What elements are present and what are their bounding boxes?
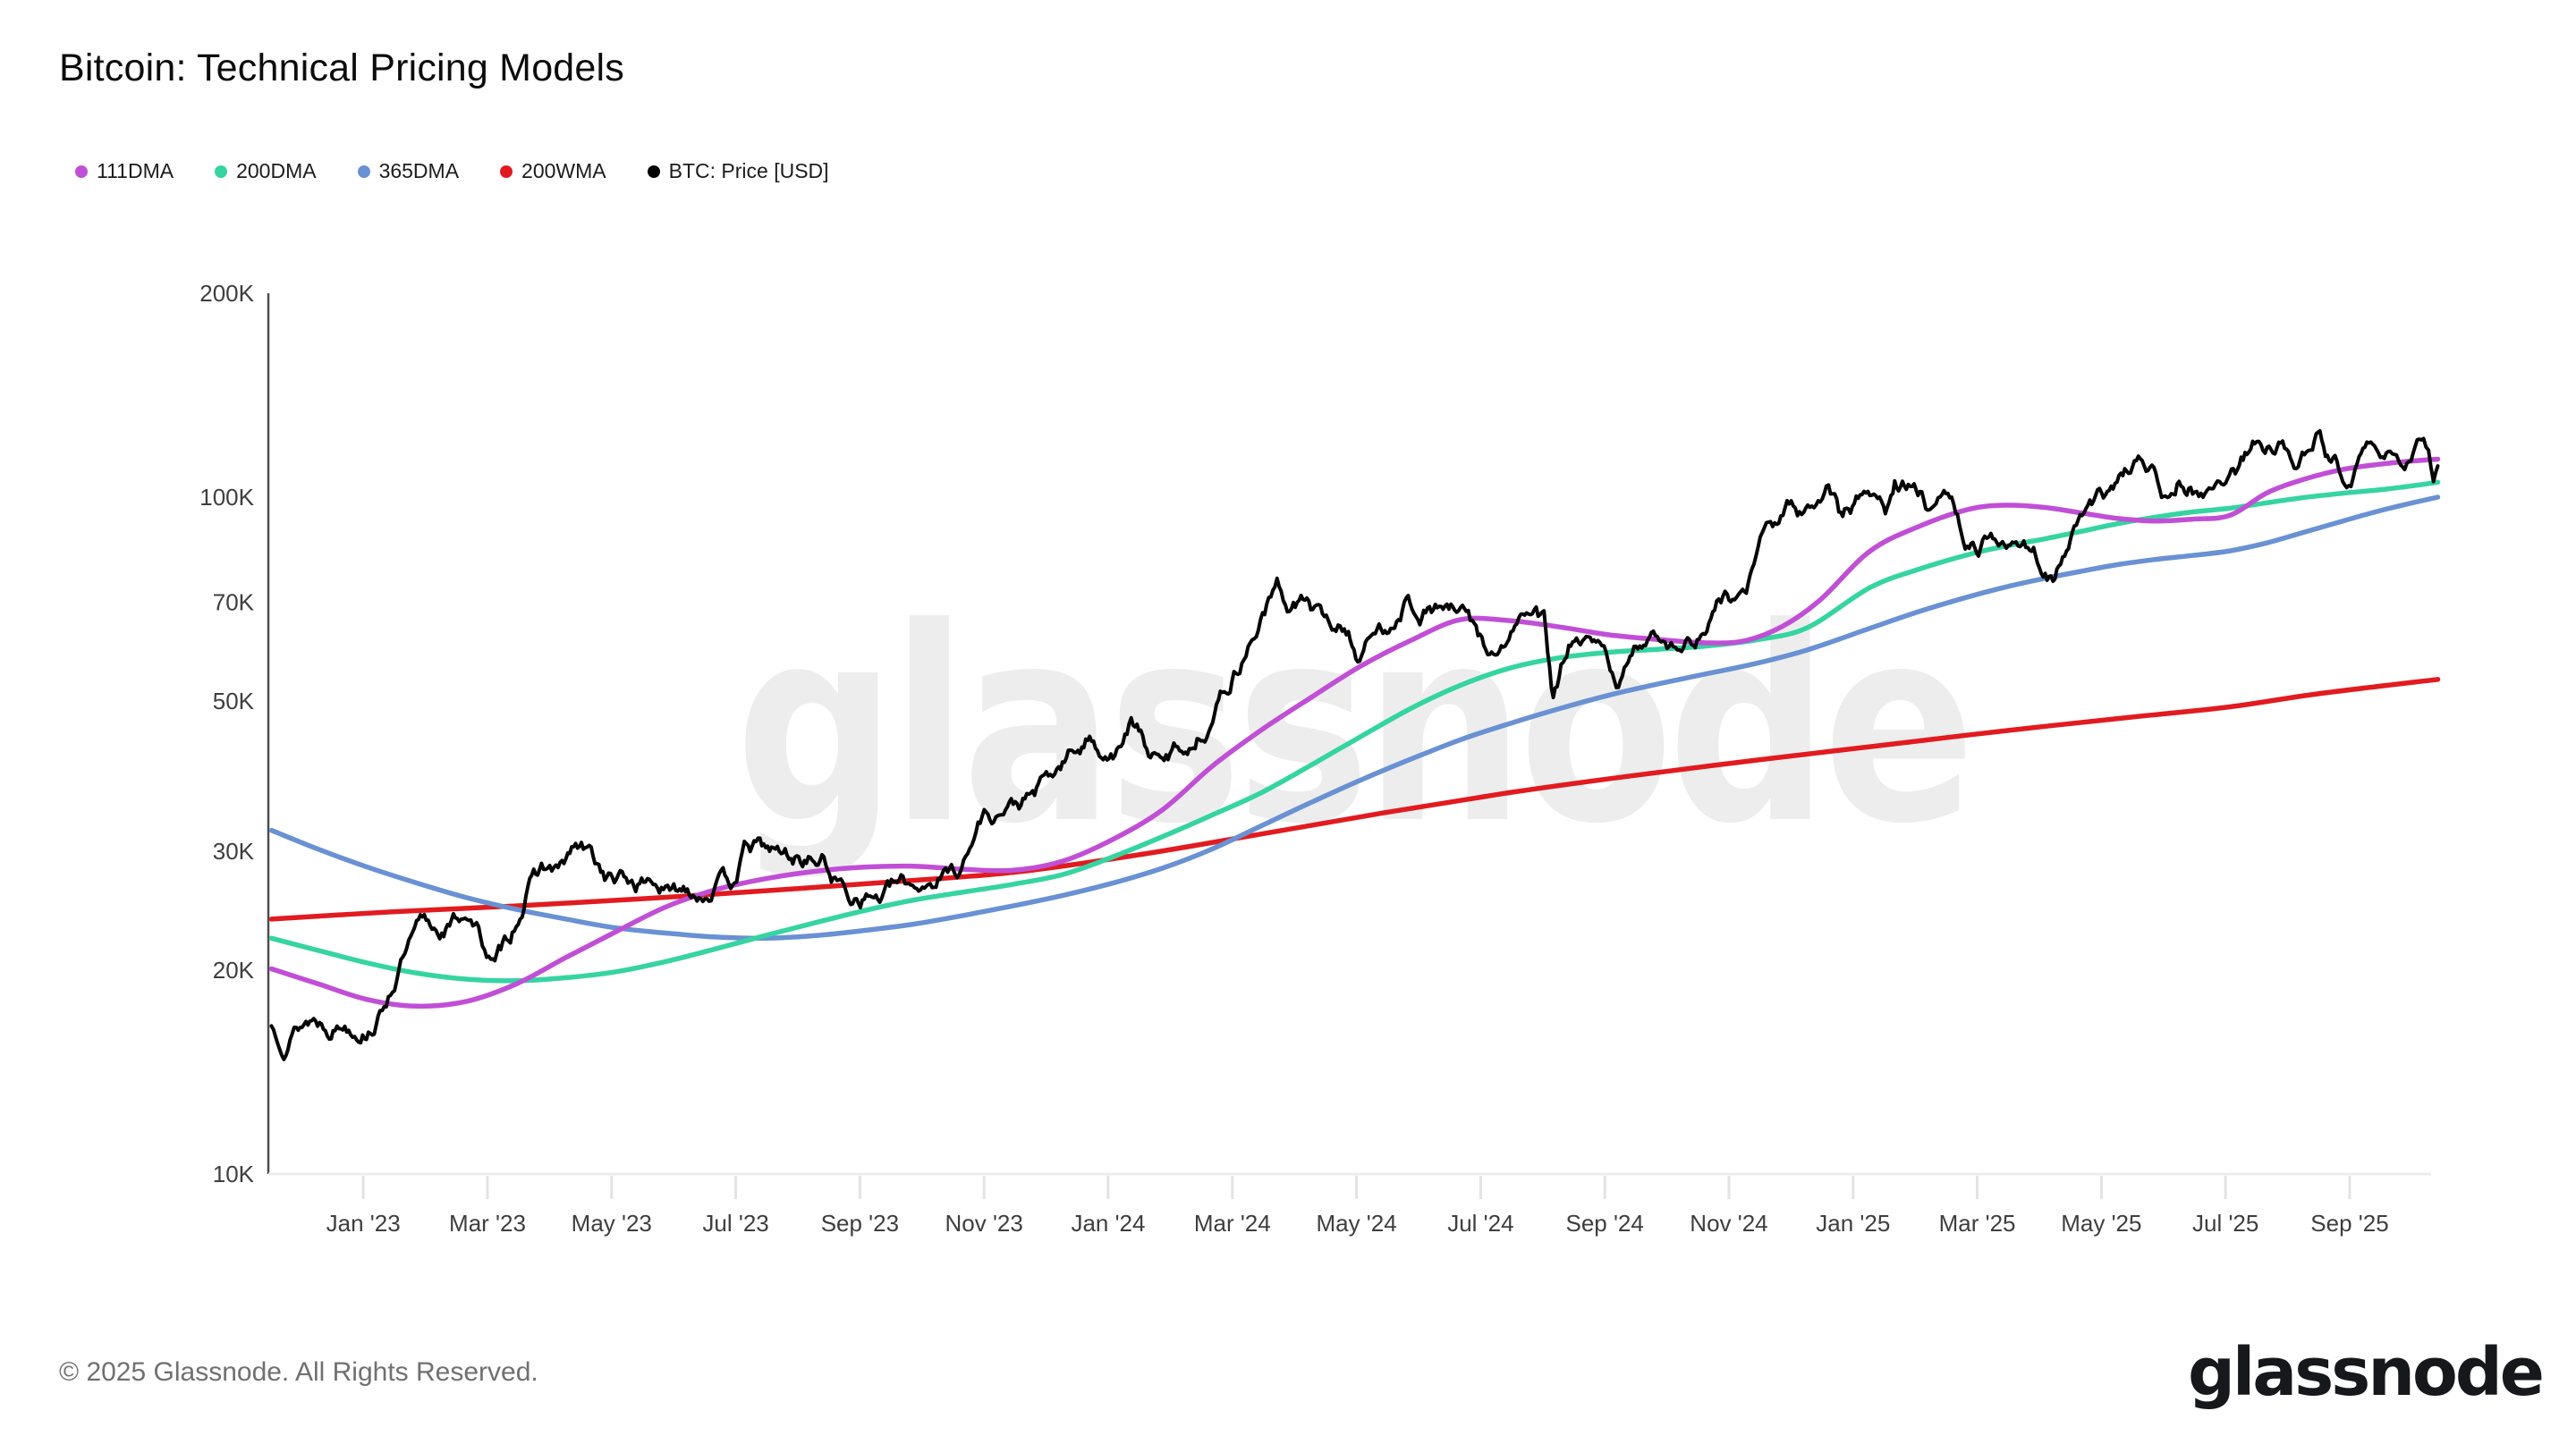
legend-swatch-200dma bbox=[215, 165, 228, 178]
x-tick-label: Sep '25 bbox=[2310, 1210, 2388, 1237]
x-tick-label: Jan '24 bbox=[1071, 1210, 1145, 1237]
x-tick-label: Jul '23 bbox=[702, 1210, 768, 1237]
x-tick-label: May '24 bbox=[1316, 1210, 1396, 1237]
legend-item-200wma[interactable]: 200WMA bbox=[500, 159, 606, 183]
legend-label-365dma: 365DMA bbox=[378, 159, 460, 182]
series-line-btc-price-usd bbox=[269, 428, 2440, 1061]
chart-legend: 111DMA 200DMA 365DMA 200WMA BTC: Price [USD] bbox=[75, 159, 829, 183]
y-tick-label: 100K bbox=[199, 484, 254, 511]
legend-label-111dma: 111DMA bbox=[97, 159, 174, 182]
x-tick-label: Jul '24 bbox=[1447, 1210, 1513, 1237]
series-line-200dma bbox=[268, 479, 2441, 984]
x-tick-label: Jul '25 bbox=[2192, 1210, 2258, 1237]
y-tick-label: 10K bbox=[213, 1161, 255, 1187]
y-tick-label: 200K bbox=[199, 280, 254, 307]
x-tick-label: Jan '23 bbox=[326, 1210, 401, 1237]
y-tick-label: 70K bbox=[213, 588, 255, 615]
legend-label-200wma: 200WMA bbox=[521, 159, 606, 182]
series-line-111dma bbox=[268, 456, 2441, 1009]
y-tick-label: 20K bbox=[213, 957, 255, 984]
x-tick-label: Sep '23 bbox=[821, 1210, 899, 1237]
legend-item-365dma[interactable]: 365DMA bbox=[357, 159, 460, 183]
legend-swatch-200wma bbox=[500, 165, 513, 178]
x-tick-label: Nov '23 bbox=[945, 1210, 1023, 1237]
legend-label-200dma: 200DMA bbox=[236, 159, 317, 182]
x-tick-label: Mar '25 bbox=[1939, 1210, 2016, 1237]
legend-item-200dma[interactable]: 200DMA bbox=[215, 159, 317, 183]
copyright-text: © 2025 Glassnode. All Rights Reserved. bbox=[59, 1357, 538, 1387]
x-tick-label: Mar '23 bbox=[449, 1210, 526, 1237]
legend-swatch-111dma bbox=[75, 165, 88, 178]
x-tick-label: Mar '24 bbox=[1194, 1210, 1271, 1237]
legend-item-btc-price-usd[interactable]: BTC: Price [USD] bbox=[647, 159, 829, 183]
legend-swatch-btc-price-usd bbox=[647, 165, 660, 178]
x-tick-label: May '23 bbox=[572, 1210, 652, 1237]
legend-label-btc-price-usd: BTC: Price [USD] bbox=[668, 159, 829, 182]
legend-item-111dma[interactable]: 111DMA bbox=[75, 159, 174, 183]
x-tick-label: May '25 bbox=[2061, 1210, 2141, 1237]
page-title: Bitcoin: Technical Pricing Models bbox=[59, 46, 624, 89]
y-tick-label: 50K bbox=[213, 688, 255, 714]
series-line-200wma bbox=[268, 677, 2441, 922]
series-line-365dma bbox=[268, 494, 2441, 942]
x-tick-label: Sep '24 bbox=[1565, 1210, 1643, 1237]
x-tick-label: Jan '25 bbox=[1816, 1210, 1890, 1237]
y-tick-label: 30K bbox=[213, 838, 255, 865]
legend-swatch-365dma bbox=[357, 165, 370, 178]
glassnode-watermark: glassnode bbox=[735, 570, 1976, 883]
x-tick-label: Nov '24 bbox=[1690, 1210, 1767, 1237]
glassnode-logo: glassnode bbox=[2187, 1334, 2545, 1411]
